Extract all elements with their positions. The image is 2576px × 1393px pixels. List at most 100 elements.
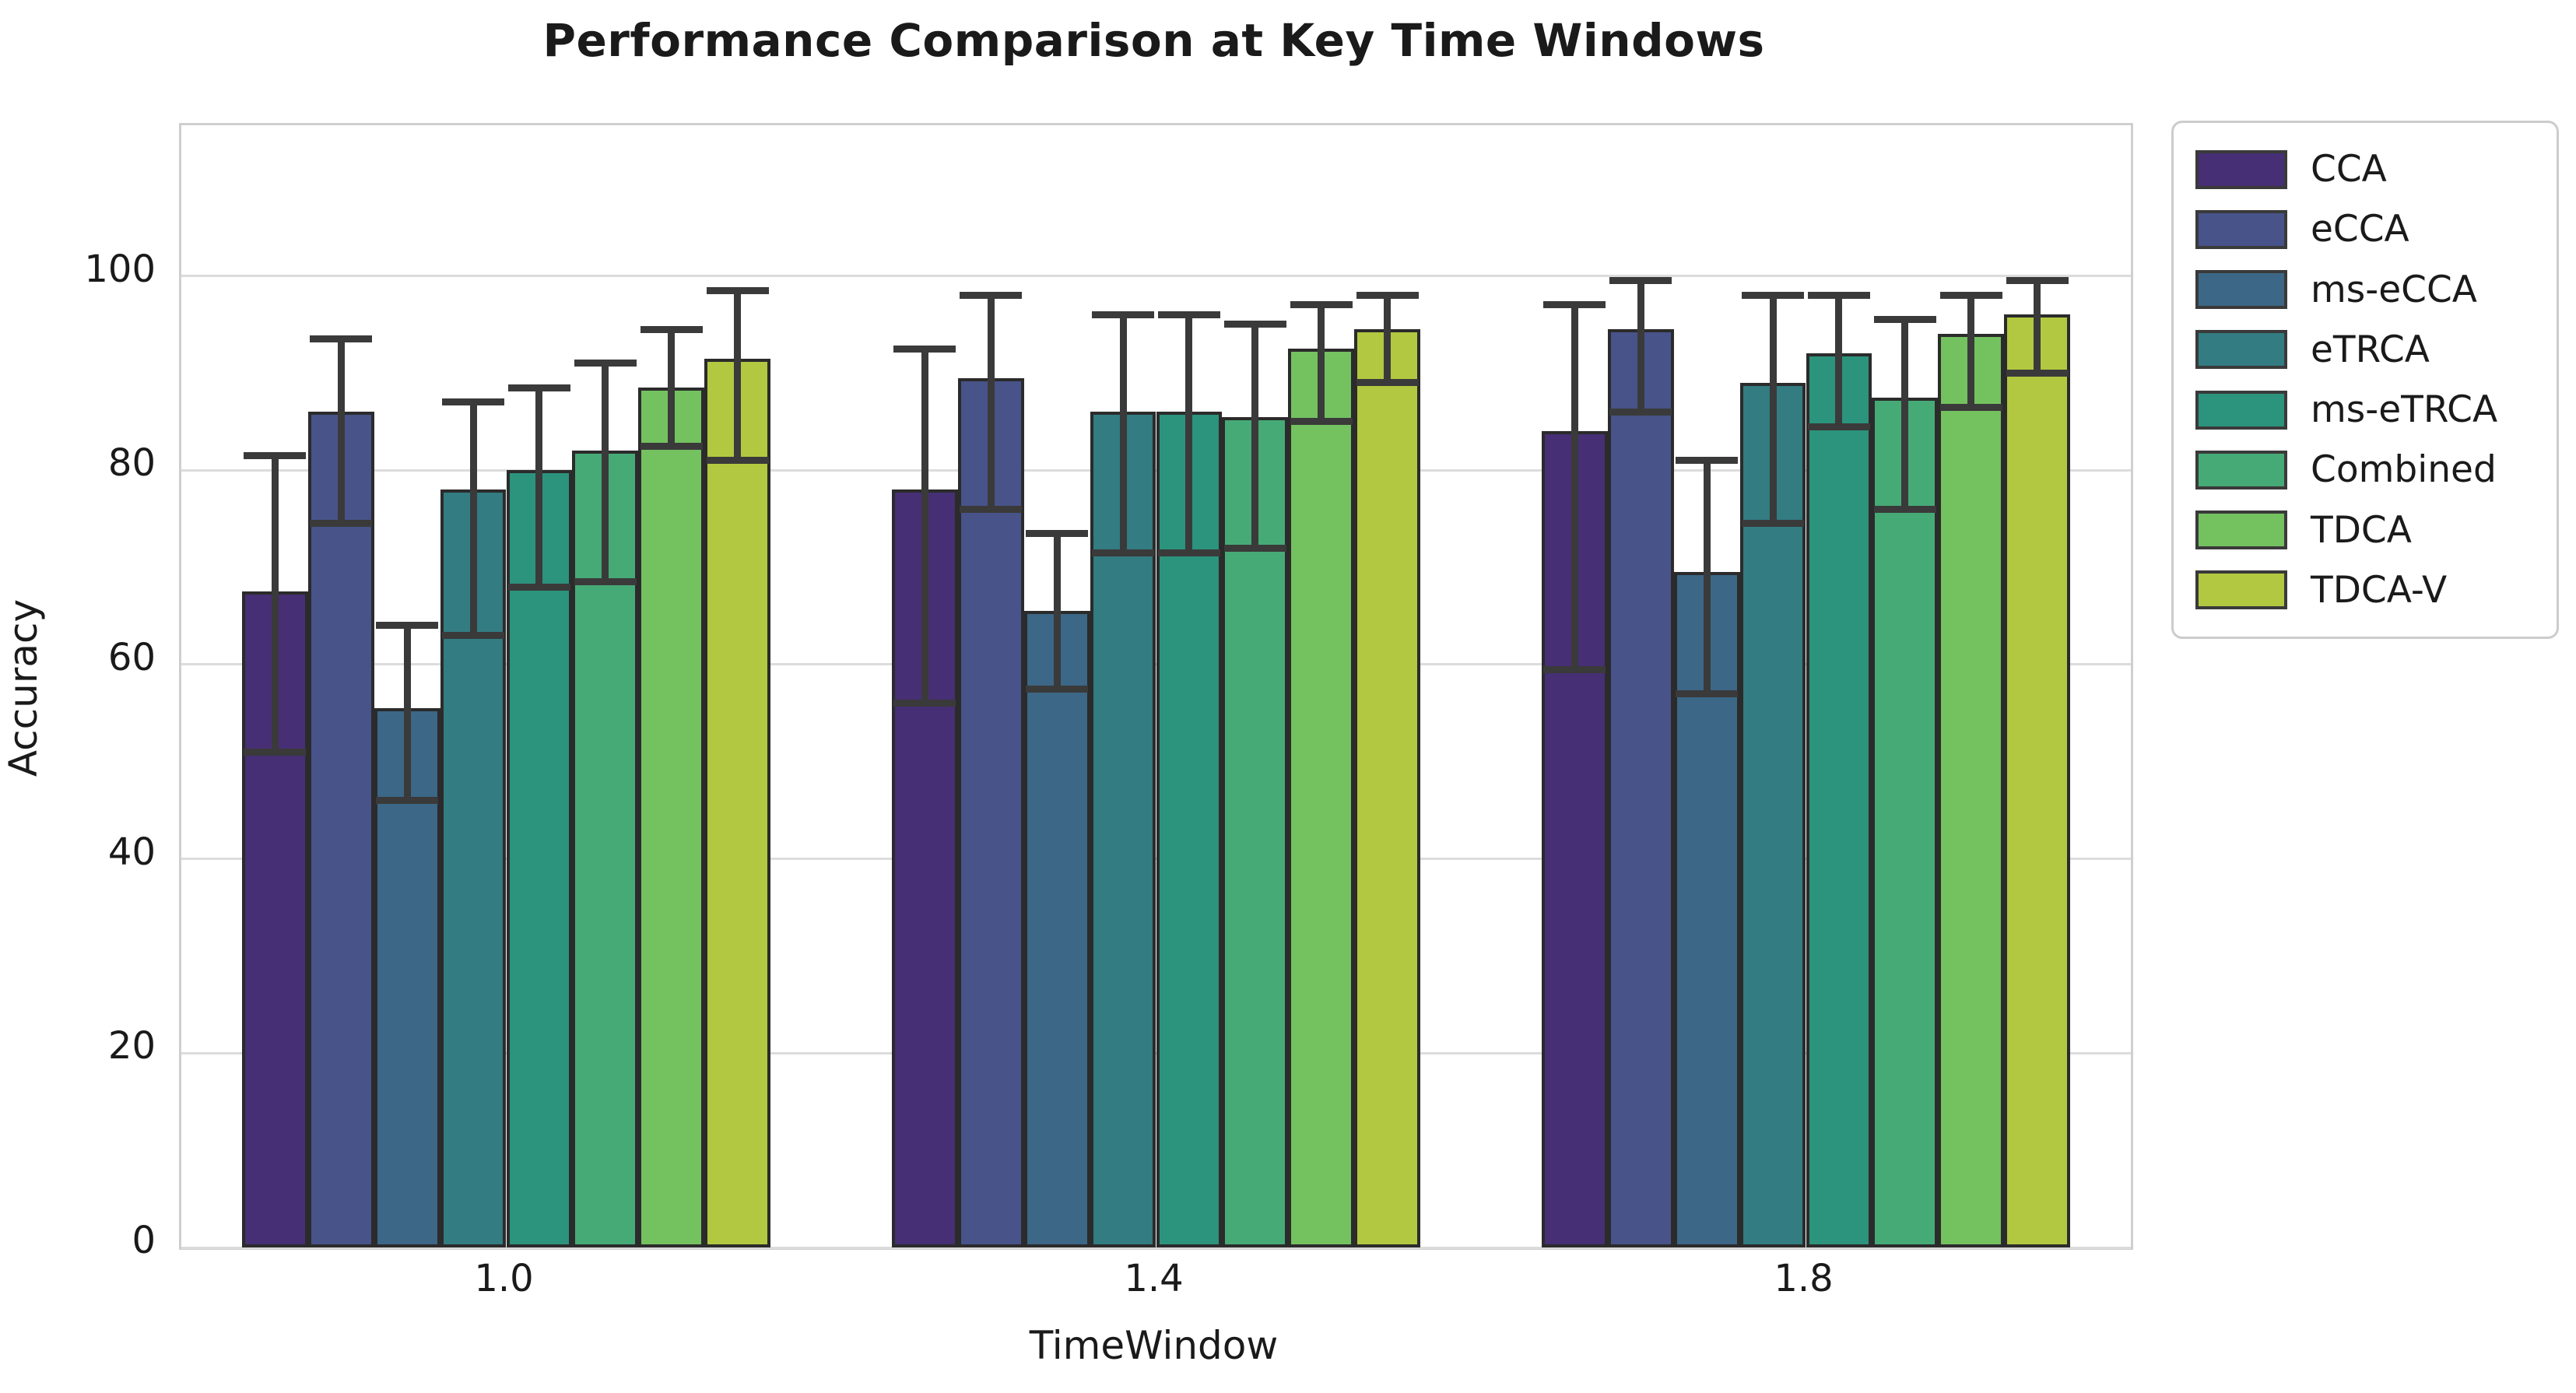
bar-ms-eCCA-1.4	[1023, 611, 1090, 1247]
legend-swatch-TDCA-V	[2195, 570, 2287, 610]
errorbar-line-TDCA-1.4	[1318, 304, 1325, 422]
errorbar-line-TDCA-V-1.8	[2034, 280, 2041, 374]
errorbar-line-TDCA-1.8	[1967, 295, 1975, 408]
errorbar-cap-bottom-TDCA-1.0	[640, 442, 703, 450]
legend-label-Combined: Combined	[2311, 448, 2497, 492]
errorbar-cap-bottom-eCCA-1.0	[310, 520, 373, 528]
bar-ms-eTRCA-1.8	[1806, 353, 1872, 1247]
plot-area	[179, 123, 2133, 1250]
errorbar-cap-top-CCA-1.8	[1543, 301, 1606, 309]
errorbar-line-CCA-1.8	[1571, 304, 1578, 670]
errorbar-cap-top-TDCA-V-1.8	[2006, 277, 2069, 285]
errorbar-cap-top-ms-eCCA-1.0	[376, 622, 439, 630]
errorbar-cap-bottom-ms-eTRCA-1.0	[507, 583, 570, 591]
y-tick-label-100: 100	[84, 247, 156, 291]
gridline-0	[181, 1246, 2131, 1249]
bar-TDCA-1.0	[638, 388, 705, 1247]
legend-item-eCCA: eCCA	[2195, 208, 2535, 251]
errorbar-cap-bottom-TDCA-V-1.8	[2006, 369, 2069, 377]
bar-eCCA-1.4	[957, 377, 1024, 1247]
bar-TDCA-1.8	[1938, 334, 2005, 1247]
errorbar-cap-top-TDCA-1.4	[1290, 301, 1353, 309]
legend-label-eTRCA: eTRCA	[2311, 328, 2430, 371]
errorbar-cap-top-Combined-1.0	[574, 360, 637, 367]
errorbar-cap-top-eTRCA-1.4	[1092, 311, 1155, 318]
errorbar-line-ms-eTRCA-1.0	[535, 388, 543, 588]
errorbar-cap-top-eCCA-1.8	[1609, 277, 1672, 285]
gridline-100	[181, 275, 2131, 277]
errorbar-line-eTRCA-1.0	[469, 402, 477, 636]
legend-item-ms-eTRCA: ms-eTRCA	[2195, 388, 2535, 431]
errorbar-line-ms-eTRCA-1.4	[1185, 314, 1193, 553]
bar-eCCA-1.8	[1607, 329, 1674, 1247]
legend-label-ms-eTRCA: ms-eTRCA	[2311, 388, 2498, 432]
errorbar-cap-bottom-eTRCA-1.0	[442, 631, 505, 639]
legend-label-TDCA: TDCA	[2311, 508, 2412, 552]
bar-TDCA-V-1.8	[2004, 314, 2071, 1247]
errorbar-cap-top-ms-eCCA-1.8	[1676, 457, 1739, 465]
y-tick-label-60: 60	[107, 635, 156, 679]
legend-item-TDCA-V: TDCA-V	[2195, 569, 2535, 612]
bar-CCA-1.0	[241, 591, 308, 1247]
y-tick-label-40: 40	[107, 830, 156, 874]
legend-item-Combined: Combined	[2195, 448, 2535, 491]
bar-Combined-1.4	[1222, 416, 1289, 1247]
errorbar-cap-top-CCA-1.0	[244, 451, 307, 459]
errorbar-cap-top-ms-eTRCA-1.0	[507, 384, 570, 391]
errorbar-line-eCCA-1.0	[337, 339, 345, 524]
errorbar-line-eCCA-1.8	[1637, 280, 1644, 412]
legend-item-ms-eCCA: ms-eCCA	[2195, 268, 2535, 311]
errorbar-cap-top-eCCA-1.4	[960, 291, 1023, 299]
errorbar-line-CCA-1.4	[921, 349, 928, 704]
errorbar-line-eCCA-1.4	[987, 295, 995, 510]
errorbar-line-Combined-1.4	[1251, 324, 1259, 549]
legend-label-eCCA: eCCA	[2311, 208, 2409, 251]
errorbar-cap-top-eTRCA-1.8	[1742, 291, 1805, 299]
legend-swatch-ms-eCCA	[2195, 270, 2287, 310]
x-tick-label-1.0: 1.0	[474, 1257, 534, 1300]
errorbar-cap-bottom-TDCA-1.8	[1939, 403, 2002, 411]
x-tick-label-1.4: 1.4	[1124, 1257, 1184, 1300]
errorbar-cap-top-TDCA-V-1.0	[706, 286, 769, 294]
y-tick-label-20: 20	[107, 1024, 156, 1068]
errorbar-cap-top-ms-eTRCA-1.8	[1807, 291, 1870, 299]
legend-swatch-Combined	[2195, 450, 2287, 489]
errorbar-cap-bottom-TDCA-1.4	[1290, 418, 1353, 426]
errorbar-line-eTRCA-1.8	[1769, 295, 1777, 524]
legend-swatch-TDCA	[2195, 511, 2287, 550]
errorbar-cap-top-Combined-1.4	[1223, 321, 1286, 328]
errorbar-cap-top-TDCA-1.0	[640, 325, 703, 333]
errorbar-cap-bottom-CCA-1.0	[244, 748, 307, 756]
legend-item-CCA: CCA	[2195, 148, 2535, 191]
errorbar-cap-bottom-eTRCA-1.4	[1092, 549, 1155, 556]
errorbar-cap-bottom-TDCA-V-1.0	[706, 457, 769, 465]
legend-swatch-CCA	[2195, 149, 2287, 189]
errorbar-cap-bottom-ms-eCCA-1.4	[1026, 685, 1089, 693]
legend-item-eTRCA: eTRCA	[2195, 328, 2535, 371]
legend-label-ms-eCCA: ms-eCCA	[2311, 268, 2477, 311]
x-tick-label-1.8: 1.8	[1774, 1257, 1834, 1300]
errorbar-cap-bottom-ms-eTRCA-1.4	[1157, 549, 1220, 556]
errorbar-cap-top-ms-eTRCA-1.4	[1157, 311, 1220, 318]
x-axis-label: TimeWindow	[1029, 1323, 1279, 1368]
errorbar-line-TDCA-V-1.4	[1384, 295, 1392, 383]
errorbar-cap-bottom-ms-eTRCA-1.8	[1807, 423, 1870, 430]
errorbar-cap-bottom-Combined-1.0	[574, 578, 637, 586]
errorbar-cap-bottom-Combined-1.4	[1223, 544, 1286, 552]
legend-swatch-eCCA	[2195, 209, 2287, 249]
errorbar-line-ms-eTRCA-1.8	[1835, 295, 1843, 427]
errorbar-line-Combined-1.0	[602, 363, 609, 582]
errorbar-cap-bottom-eCCA-1.4	[960, 505, 1023, 513]
errorbar-line-ms-eCCA-1.4	[1053, 533, 1061, 689]
errorbar-line-eTRCA-1.4	[1119, 314, 1127, 553]
errorbar-cap-bottom-TDCA-V-1.4	[1356, 379, 1419, 387]
bar-TDCA-1.4	[1288, 349, 1355, 1247]
errorbar-cap-bottom-ms-eCCA-1.8	[1676, 689, 1739, 697]
errorbar-cap-bottom-CCA-1.4	[893, 700, 956, 707]
errorbar-cap-top-ms-eCCA-1.4	[1026, 529, 1089, 537]
errorbar-line-CCA-1.0	[271, 455, 279, 753]
chart-title: Performance Comparison at Key Time Windo…	[542, 14, 1765, 67]
bar-Combined-1.8	[1872, 397, 1939, 1247]
errorbar-line-ms-eCCA-1.0	[403, 625, 411, 801]
